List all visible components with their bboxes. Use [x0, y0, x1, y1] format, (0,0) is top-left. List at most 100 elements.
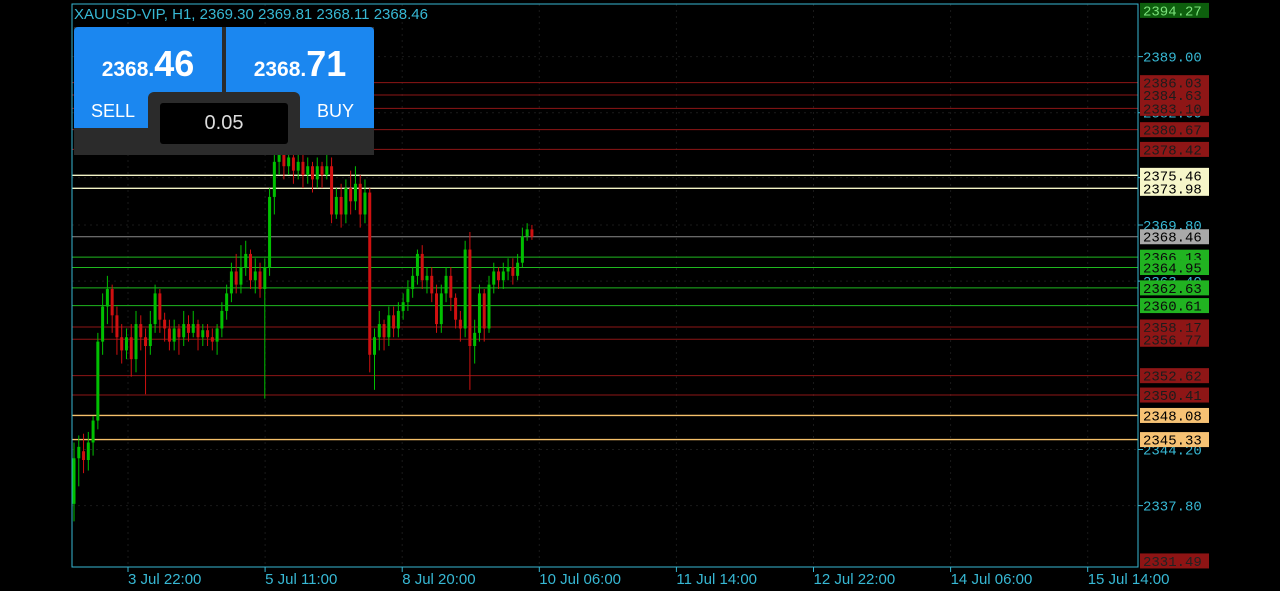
- level-label: 2383.10: [1140, 101, 1209, 119]
- candle: [321, 162, 324, 188]
- candle-body: [111, 289, 114, 315]
- level-label-text: 2360.61: [1143, 300, 1202, 316]
- time-tick-label: 12 Jul 22:00: [814, 571, 896, 588]
- candle-body: [378, 324, 381, 337]
- candle-body: [177, 328, 180, 337]
- candle: [430, 267, 433, 302]
- candle: [239, 245, 242, 293]
- candle-body: [445, 276, 448, 294]
- candle: [182, 311, 185, 346]
- candle-body: [182, 324, 185, 337]
- candle: [73, 442, 76, 521]
- time-axis[interactable]: 3 Jul 22:00 5 Jul 11:00 8 Jul 20:00 10 Jul …: [128, 567, 1169, 588]
- candle-body: [197, 324, 200, 337]
- candle: [92, 416, 95, 455]
- level-label-text: 2345.33: [1143, 434, 1202, 450]
- candle: [168, 320, 171, 351]
- buy-label: BUY: [317, 101, 354, 122]
- candle-body: [478, 293, 481, 332]
- price-axis[interactable]: 2389.002375.202369.802344.202337.802382.…: [1138, 3, 1209, 571]
- candle: [96, 333, 99, 429]
- candle-body: [239, 267, 242, 285]
- candle-body: [235, 271, 238, 284]
- candle-body: [483, 293, 486, 328]
- candle-body: [173, 328, 176, 341]
- candle-body: [411, 276, 414, 289]
- candle-body: [335, 197, 338, 215]
- lot-size-input[interactable]: 0.05: [160, 103, 288, 144]
- candle-body: [230, 271, 233, 293]
- candle-body: [192, 324, 195, 333]
- candle-body: [425, 276, 428, 280]
- candle: [340, 184, 343, 228]
- candle: [363, 179, 366, 223]
- candle-body: [402, 302, 405, 311]
- candle: [249, 250, 252, 289]
- level-label-text: 2373.98: [1143, 182, 1202, 198]
- candle: [459, 311, 462, 342]
- current-price-label-text: 2368.46: [1143, 231, 1202, 247]
- top-price-label: 2394.27: [1140, 3, 1209, 21]
- candle: [368, 188, 371, 372]
- level-label: 2348.08: [1140, 408, 1209, 426]
- candle: [111, 285, 114, 333]
- level-label: 2378.42: [1140, 142, 1209, 160]
- candle-body: [297, 162, 300, 171]
- candle: [402, 293, 405, 319]
- ohlc-values: 2369.30 2369.81 2368.11 2368.46: [200, 6, 428, 23]
- level-label-text: 2380.67: [1143, 124, 1202, 140]
- level-label: 2345.33: [1140, 432, 1209, 450]
- candle-body: [473, 333, 476, 346]
- candle: [526, 223, 529, 241]
- candle: [115, 307, 118, 355]
- candle-body: [435, 293, 438, 324]
- level-label-text: 2383.10: [1143, 102, 1202, 118]
- candle-body: [249, 254, 252, 280]
- candle: [130, 324, 133, 377]
- candle-body: [530, 229, 533, 236]
- candle: [359, 175, 362, 228]
- candle: [192, 311, 195, 337]
- level-label: 2380.67: [1140, 122, 1209, 139]
- candle: [406, 280, 409, 311]
- candle-body: [373, 337, 376, 355]
- timeframe: H1: [172, 6, 191, 23]
- candle: [344, 179, 347, 223]
- candle-body: [397, 311, 400, 329]
- candle: [230, 263, 233, 302]
- level-label-text: 2378.42: [1143, 143, 1202, 159]
- candle-body: [163, 320, 166, 329]
- candle: [378, 311, 381, 350]
- candle: [77, 435, 80, 486]
- level-label-text: 2348.08: [1143, 409, 1202, 425]
- candle-body: [354, 184, 357, 202]
- candle: [421, 245, 424, 289]
- candle: [216, 324, 219, 355]
- candle: [306, 157, 309, 183]
- candle-body: [507, 267, 510, 271]
- level-label: 2350.41: [1140, 388, 1209, 406]
- candle: [225, 285, 228, 320]
- sell-price: 2368.46: [74, 43, 222, 85]
- candle: [139, 315, 142, 350]
- candle-body: [282, 153, 285, 166]
- level-label-text: 2352.62: [1143, 370, 1202, 386]
- candle-body: [368, 193, 371, 355]
- candle: [301, 153, 304, 188]
- candle: [516, 254, 519, 280]
- level-label-text: 2356.77: [1143, 333, 1202, 349]
- level-label: 2360.61: [1140, 298, 1209, 316]
- candle: [197, 320, 200, 351]
- level-label-text: 2350.41: [1143, 389, 1202, 405]
- candle-body: [287, 157, 290, 166]
- candle-body: [168, 328, 171, 341]
- candle: [464, 241, 467, 337]
- candle: [411, 267, 414, 298]
- candle-body: [254, 271, 257, 280]
- candle-body: [492, 271, 495, 284]
- time-tick-label: 15 Jul 14:00: [1088, 571, 1170, 588]
- candle: [120, 324, 123, 363]
- candle: [144, 328, 147, 394]
- candle-body: [268, 197, 271, 267]
- bottom-price-label-text: 2331.49: [1143, 555, 1202, 571]
